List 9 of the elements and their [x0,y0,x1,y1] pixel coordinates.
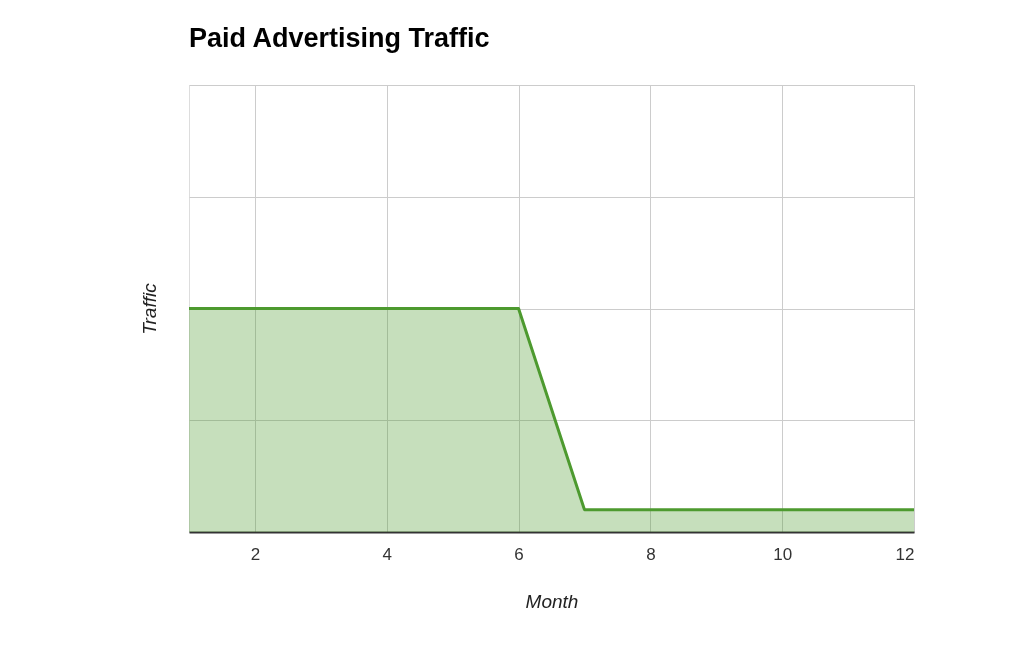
x-axis-title: Month [525,590,579,612]
x-tick-label: 6 [514,544,524,564]
chart-title: Paid Advertising Traffic [189,23,490,53]
x-tick-label: 4 [382,544,392,564]
x-tick-label: 2 [250,544,261,564]
y-axis-title: Traffic [138,282,160,335]
x-tick-label: 10 [773,544,793,564]
x-tick-label: 12 [895,544,915,564]
x-tick-label: 8 [646,544,656,564]
